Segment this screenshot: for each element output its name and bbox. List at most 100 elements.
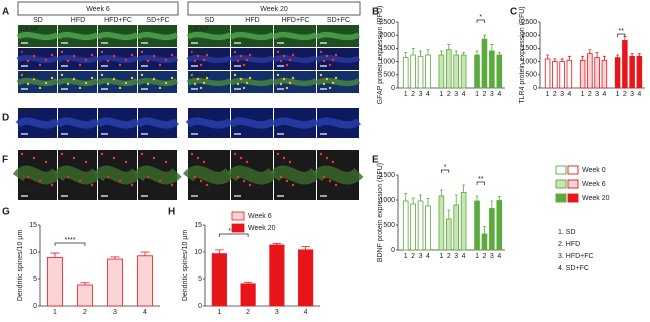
micrograph-dot [152, 156, 156, 160]
bar [481, 233, 488, 251]
legend-swatch [555, 165, 567, 175]
micrograph-dot [100, 152, 104, 156]
x-tick-label: 3 [419, 253, 423, 260]
legend-label: Week 20 [248, 225, 276, 232]
bar [496, 54, 503, 89]
column-label: HFD+FC [104, 17, 132, 24]
bar [594, 57, 600, 89]
micrograph-band [16, 31, 59, 41]
column-label: SD [33, 17, 43, 24]
micrograph-dot [199, 63, 203, 67]
micrograph-dot [60, 50, 64, 54]
y-tick-label: 0 [533, 85, 537, 92]
week-header-box [17, 1, 179, 16]
micrograph-dot [112, 54, 116, 58]
x-tick-label: 4 [426, 253, 430, 260]
micrograph-dot [44, 81, 48, 85]
column-label: SD+FC [146, 17, 169, 24]
bar [438, 54, 445, 89]
micrograph-dot [66, 82, 70, 86]
y-tick-label: 1500 [379, 45, 395, 52]
y-tick-label: 500 [525, 72, 537, 79]
micrograph-dot [124, 81, 128, 85]
x-tick-label: 4 [462, 253, 466, 260]
legend-label: Week 6 [248, 213, 272, 220]
micrograph-band [272, 77, 318, 87]
x-tick-label: 1 [404, 91, 408, 98]
x-tick-label: 3 [454, 91, 458, 98]
micrograph-band [95, 117, 140, 129]
bar [544, 58, 551, 89]
micrograph-dot [245, 81, 249, 85]
micrograph-dot [199, 86, 203, 90]
error-bar [411, 197, 415, 204]
x-tick-label: 2 [588, 91, 592, 98]
micrograph-dot [118, 86, 122, 90]
error-bar [301, 246, 310, 250]
micrograph-dot [164, 58, 168, 62]
bar [298, 249, 314, 307]
panel-label: D [2, 113, 9, 124]
micrograph-band [229, 77, 275, 87]
micrograph-dot [84, 81, 88, 85]
bar [417, 200, 424, 251]
micrograph-dot [170, 183, 174, 187]
row-label: Merge [20, 72, 40, 79]
micrograph-dot [72, 156, 76, 160]
error-bar [140, 251, 150, 256]
micrograph-band [186, 77, 232, 87]
y-tick-label: 1500 [379, 172, 395, 179]
error-bar [215, 249, 224, 254]
significance-label: * [479, 14, 482, 21]
week-header-box [187, 1, 361, 16]
micrograph-band [272, 54, 318, 64]
micrograph-band [135, 117, 180, 129]
micrograph-dot [190, 73, 194, 77]
x-tick-label: 1 [439, 253, 443, 260]
x-tick-label: 4 [304, 309, 308, 316]
micrograph-dot [288, 58, 292, 62]
micrograph-dot [146, 175, 150, 179]
micrograph-dot [38, 179, 42, 183]
legend-label: Week 20 [582, 195, 610, 202]
legend-swatch [231, 211, 245, 221]
micrograph-dot [276, 152, 280, 156]
micrograph-dot [285, 63, 289, 67]
micrograph-dot [66, 175, 70, 179]
micrograph-dot [130, 183, 134, 187]
micrograph-dot [20, 50, 24, 54]
legend-swatch [555, 179, 567, 189]
micrograph-dot [106, 59, 110, 63]
micrograph-dot [325, 54, 329, 58]
row-label: MAP-2 [20, 187, 42, 194]
bar [496, 200, 503, 251]
micrograph-dot [38, 86, 42, 90]
x-tick-label: 3 [595, 91, 599, 98]
micrograph-dot [26, 82, 30, 86]
micrograph-dot [38, 63, 42, 67]
legend-label: Week 0 [582, 167, 606, 174]
significance-label: ** [619, 28, 625, 35]
y-tick-label: 5 [33, 276, 37, 283]
x-tick-label: 3 [490, 253, 494, 260]
micrograph-band [56, 77, 99, 87]
panel-label: B [372, 7, 379, 18]
bar [601, 59, 608, 89]
x-tick-label: 1 [53, 309, 57, 316]
micrograph-dot [319, 152, 323, 156]
micrograph-dot [285, 179, 289, 183]
error-bar [475, 195, 479, 201]
micrograph-band [12, 165, 62, 185]
micrograph-dot [196, 156, 200, 160]
micrograph-dot [90, 183, 94, 187]
micrograph-dot [124, 160, 128, 164]
bar [474, 54, 480, 89]
micrograph-dot [288, 160, 292, 164]
bar [481, 38, 488, 89]
bar [629, 55, 635, 89]
error-bar [404, 193, 408, 201]
micrograph-dot [322, 59, 326, 63]
micrograph-dot [190, 50, 194, 54]
micrograph-dot [279, 59, 283, 63]
bar [453, 204, 460, 251]
